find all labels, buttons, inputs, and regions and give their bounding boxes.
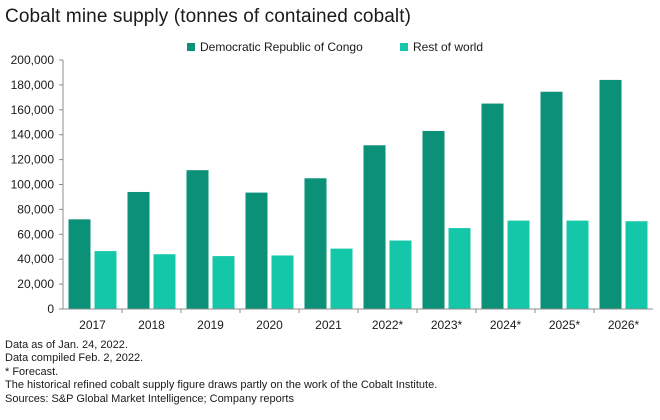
note-forecast: * Forecast.: [5, 365, 59, 378]
bar-rest-of-world: [271, 255, 294, 309]
bar-rest-of-world: [566, 220, 589, 309]
x-tick-label: 2017: [79, 318, 106, 332]
bar-drc: [127, 191, 150, 309]
bar-drc: [540, 91, 563, 309]
y-tick-label: 180,000: [11, 78, 55, 92]
category-group: [304, 178, 353, 309]
bar-drc: [186, 170, 209, 309]
chart-legend: Democratic Republic of Congo Rest of worl…: [187, 40, 483, 54]
category-group: [540, 91, 589, 309]
bar-drc: [68, 219, 91, 309]
legend-label-drc: Democratic Republic of Congo: [200, 40, 363, 54]
y-tick-label: 160,000: [11, 103, 55, 117]
bar-drc: [599, 79, 622, 309]
y-tick-label: 80,000: [17, 202, 54, 216]
legend-swatch-rest-of-world: [400, 43, 408, 51]
bar-drc: [304, 178, 327, 309]
category-group: [599, 79, 648, 309]
x-tick-label: 2020: [256, 318, 283, 332]
y-tick-label: 100,000: [11, 178, 55, 192]
y-tick-label: 140,000: [11, 128, 55, 142]
category-group: [68, 219, 117, 309]
x-tick-label: 2024*: [490, 318, 522, 332]
bar-rest-of-world: [389, 240, 412, 309]
category-group: [363, 145, 412, 309]
bar-drc: [422, 130, 445, 309]
y-tick-label: 60,000: [17, 227, 54, 241]
bar-rest-of-world: [330, 248, 353, 309]
chart-title: Cobalt mine supply (tonnes of contained …: [5, 6, 412, 27]
bar-rest-of-world: [625, 221, 648, 309]
bar-rest-of-world: [448, 228, 471, 309]
category-group: [422, 130, 471, 309]
x-tick-label: 2022*: [372, 318, 404, 332]
bar-rest-of-world: [507, 220, 530, 309]
bar-drc: [481, 103, 504, 309]
x-tick-label: 2019: [197, 318, 224, 332]
note-cobalt-institute: The historical refined cobalt supply fig…: [5, 379, 438, 392]
bar-rest-of-world: [212, 256, 235, 309]
category-group: [481, 103, 530, 309]
bar-drc: [245, 192, 268, 309]
bar-drc: [363, 145, 386, 309]
legend-swatch-drc: [187, 43, 195, 51]
note-sources: Sources: S&P Global Market Intelligence;…: [5, 392, 294, 405]
y-tick-label: 20,000: [17, 277, 54, 291]
x-tick-label: 2025*: [549, 318, 581, 332]
y-tick-label: 0: [47, 302, 54, 316]
bar-rest-of-world: [94, 251, 117, 309]
category-group: [245, 192, 294, 309]
x-tick-label: 2021: [315, 318, 342, 332]
footnotes: Data as of Jan. 24, 2022. Data compiled …: [5, 339, 437, 406]
y-axis: 0 20,000 40,000 60,000 80,000 100,000 120,000 1…: [11, 53, 64, 316]
bar-rest-of-world: [153, 254, 176, 309]
note-data-as-of: Data as of Jan. 24, 2022.: [5, 339, 128, 351]
y-tick-label: 200,000: [11, 53, 55, 67]
y-tick-label: 40,000: [17, 252, 54, 266]
x-tick-label: 2026*: [608, 318, 640, 332]
category-group: [186, 170, 235, 309]
category-group: [127, 191, 176, 309]
x-axis: 2017 2018 2019 2020 2021 2022* 2023* 2024* 2025*…: [63, 308, 653, 332]
legend-label-rest-of-world: Rest of world: [413, 40, 483, 54]
y-tick-label: 120,000: [11, 153, 55, 167]
bars-group: [68, 79, 648, 309]
x-tick-label: 2018: [138, 318, 165, 332]
note-data-compiled: Data compiled Feb. 2, 2022.: [5, 352, 144, 365]
x-tick-label: 2023*: [431, 318, 463, 332]
